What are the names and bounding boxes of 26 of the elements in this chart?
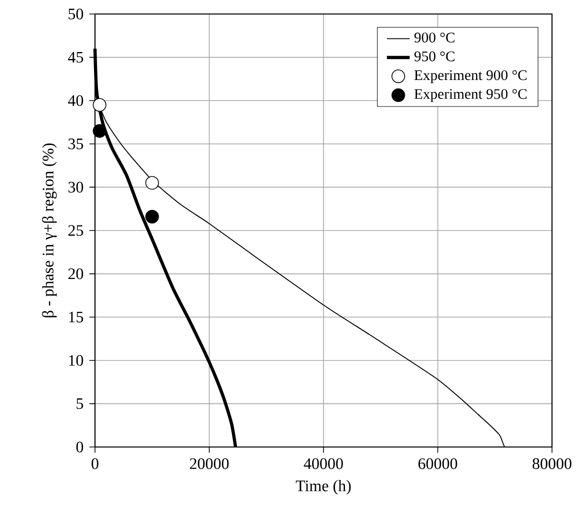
x-axis-title: Time (h)	[296, 480, 351, 495]
y-tick-label: 5	[76, 398, 84, 410]
point	[92, 124, 106, 138]
y-tick-label: 20	[68, 268, 84, 280]
y-tick-label: 15	[69, 312, 84, 322]
x-tick-label: 60000	[418, 458, 458, 470]
x-tick-label: 20000	[190, 458, 229, 470]
y-tick-label: 50	[68, 8, 84, 20]
y-tick-label: 0	[76, 442, 84, 452]
y-tick-label: 10	[69, 355, 84, 366]
point	[145, 176, 159, 190]
y-tick-label: 35	[68, 138, 84, 150]
point	[92, 98, 106, 112]
point	[145, 210, 159, 224]
x-tick-label: 40000	[304, 458, 343, 470]
legend-label: Experiment 900 °C	[414, 70, 527, 84]
legend-label: Experiment 950 °C	[414, 89, 527, 102]
y-tick-label: 40	[68, 95, 84, 106]
y-tick-label: 25	[68, 225, 84, 236]
y-tick-label: 30	[68, 182, 84, 193]
x-tick-label: 80000	[532, 458, 572, 470]
legend-label: 950 °C	[414, 51, 454, 62]
legend-label: 900 °C	[414, 32, 454, 42]
x-tick-label: 0	[92, 458, 98, 470]
y-axis-title: β - phase in γ+β region (%)	[42, 143, 57, 318]
y-tick-label: 45	[68, 52, 84, 63]
